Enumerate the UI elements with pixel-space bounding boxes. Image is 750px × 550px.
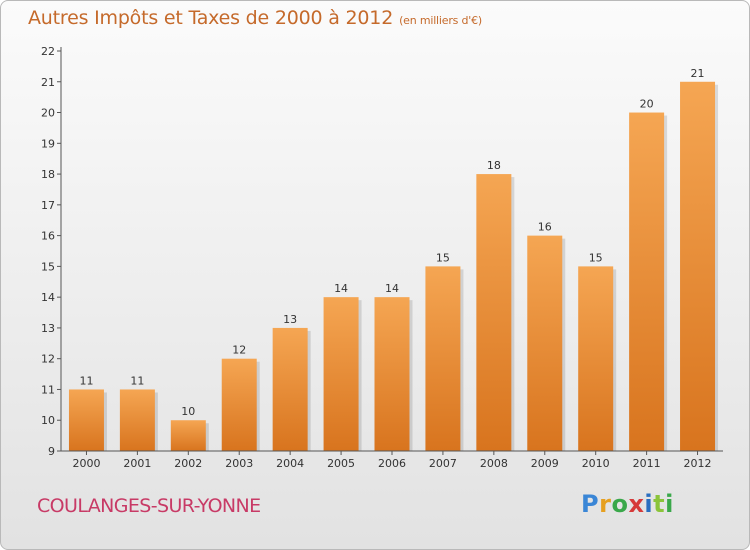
- x-tick-label: 2001: [123, 457, 151, 470]
- x-tick-label: 2003: [225, 457, 253, 470]
- data-label: 14: [334, 282, 348, 295]
- title-text: Autres Impôts et Taxes de 2000 à 2012: [28, 7, 394, 29]
- y-tick-label: 12: [41, 353, 55, 366]
- bar: [68, 389, 104, 451]
- bar: [527, 235, 563, 451]
- unit-label: (en milliers d'€): [399, 14, 482, 27]
- bar: [425, 266, 461, 451]
- bar: [578, 266, 614, 451]
- y-tick-label: 11: [41, 383, 55, 396]
- x-tick-label: 2002: [174, 457, 202, 470]
- x-tick-label: 2012: [684, 457, 712, 470]
- data-label: 15: [589, 251, 603, 264]
- bar: [323, 297, 359, 451]
- x-tick-label: 2009: [531, 457, 559, 470]
- y-tick-label: 17: [41, 199, 55, 212]
- y-tick-label: 15: [41, 260, 55, 273]
- bar: [272, 327, 308, 451]
- data-label: 12: [232, 344, 246, 357]
- bar: [629, 112, 665, 452]
- data-label: 21: [691, 67, 705, 80]
- y-tick-label: 18: [41, 168, 55, 181]
- bar: [221, 358, 257, 451]
- data-label: 16: [538, 221, 552, 234]
- bar: [119, 389, 155, 451]
- y-tick-label: 14: [41, 291, 55, 304]
- x-tick-label: 2008: [480, 457, 508, 470]
- x-tick-label: 2005: [327, 457, 355, 470]
- proxiti-logo: Proxiti: [581, 490, 674, 518]
- y-tick-label: 10: [41, 414, 55, 427]
- y-tick-label: 22: [41, 45, 55, 58]
- bar: [374, 297, 410, 451]
- x-tick-label: 2006: [378, 457, 406, 470]
- data-label: 11: [79, 374, 93, 387]
- y-tick-label: 13: [41, 322, 55, 335]
- x-tick-label: 2004: [276, 457, 304, 470]
- chart-title: Autres Impôts et Taxes de 2000 à 2012 (en…: [28, 7, 482, 29]
- bar: [170, 420, 206, 451]
- y-tick-label: 20: [41, 107, 55, 120]
- data-label: 14: [385, 282, 399, 295]
- data-label: 18: [487, 159, 501, 172]
- y-tick-label: 21: [41, 76, 55, 89]
- bar: [476, 174, 512, 452]
- data-label: 11: [130, 374, 144, 387]
- x-tick-label: 2000: [72, 457, 100, 470]
- x-tick-label: 2010: [582, 457, 610, 470]
- x-tick-label: 2011: [633, 457, 661, 470]
- data-label: 15: [436, 251, 450, 264]
- data-label: 20: [640, 98, 654, 111]
- y-tick-label: 9: [48, 445, 55, 458]
- data-label: 10: [181, 405, 195, 418]
- data-label: 13: [283, 313, 297, 326]
- y-tick-label: 19: [41, 137, 55, 150]
- y-tick-label: 16: [41, 230, 55, 243]
- bar: [680, 81, 716, 452]
- x-tick-label: 2007: [429, 457, 457, 470]
- commune-name: COULANGES-SUR-YONNE: [37, 495, 261, 517]
